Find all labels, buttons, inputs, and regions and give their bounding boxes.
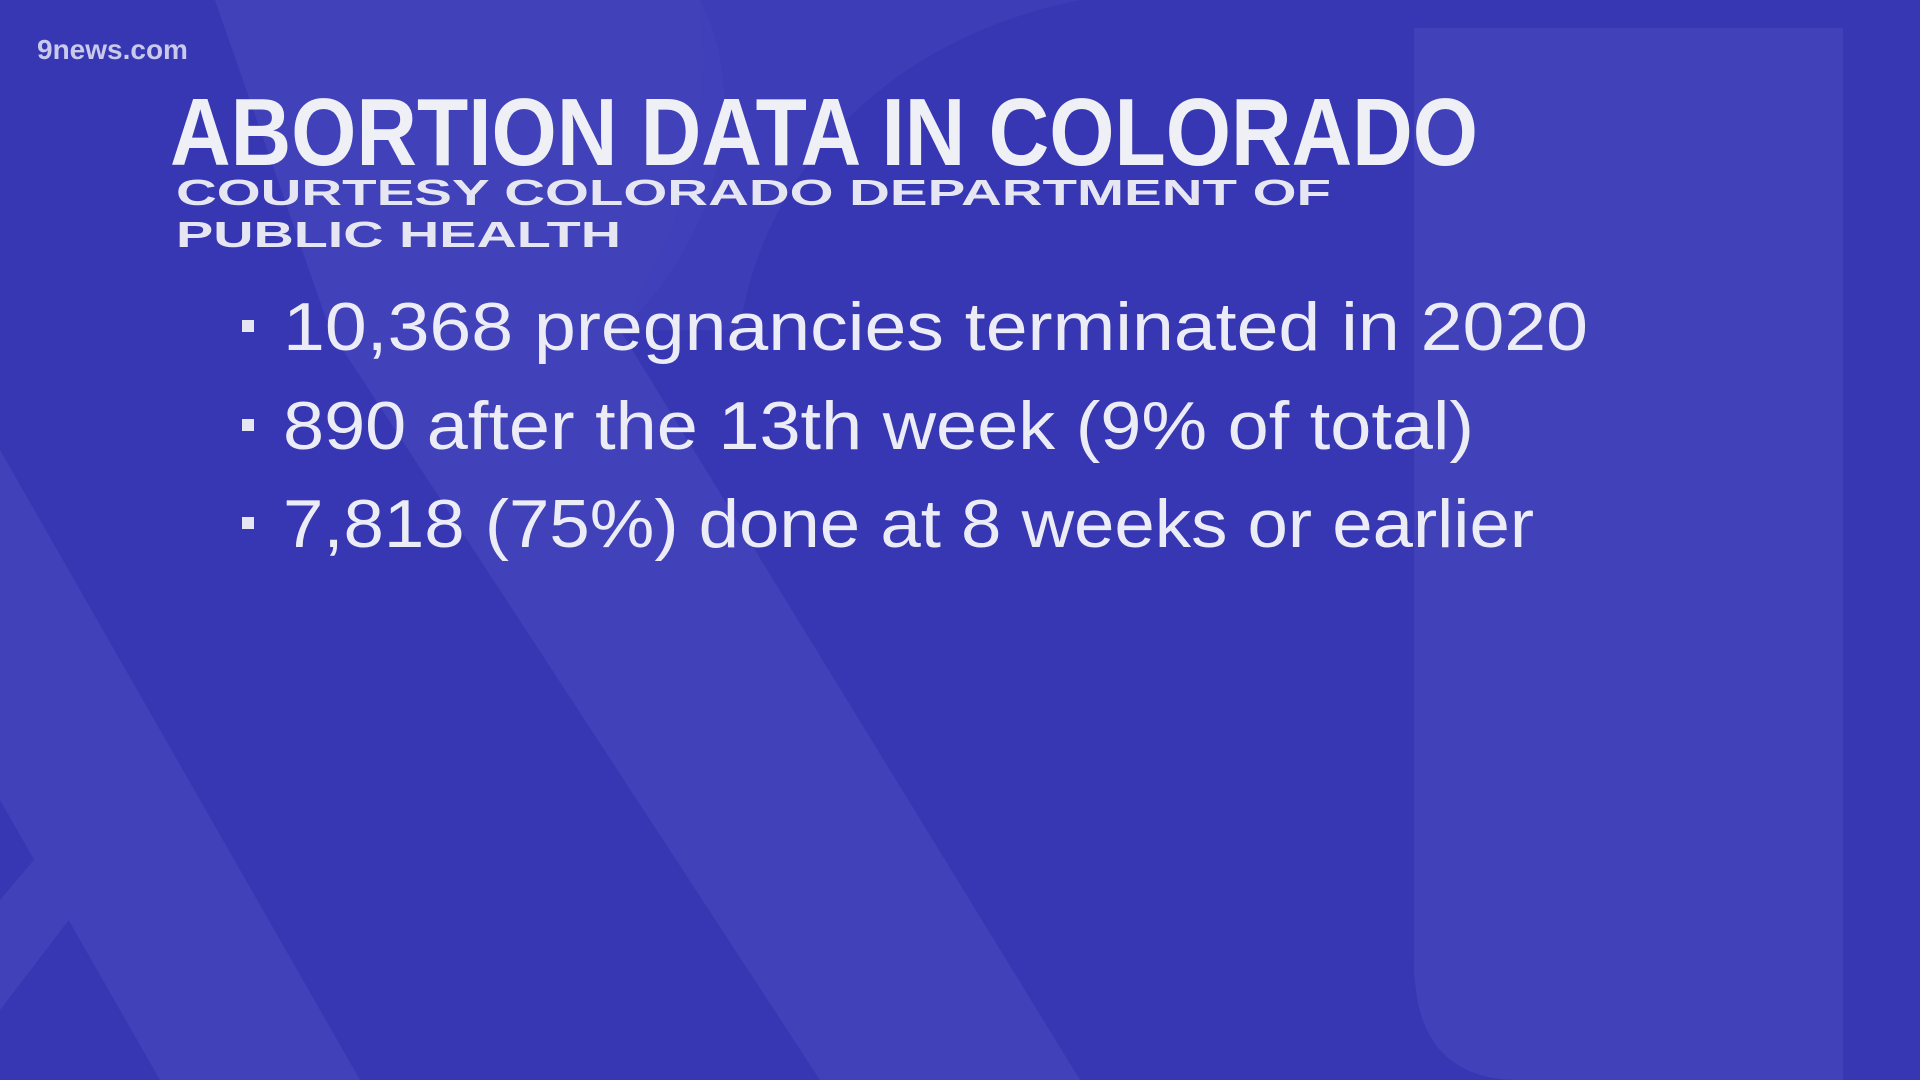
bullet-text: 10,368 pregnancies terminated in 2020 bbox=[283, 289, 1588, 365]
title: ABORTION DATA IN COLORADO bbox=[170, 79, 1478, 186]
subtitle-line: PUBLIC HEALTH bbox=[176, 214, 621, 255]
bullet-marker bbox=[242, 320, 254, 332]
bullet-text: 7,818 (75%) done at 8 weeks or earlier bbox=[283, 486, 1534, 562]
bullet-marker bbox=[242, 517, 254, 529]
brand: 9news.com bbox=[37, 34, 188, 65]
bullet-list: 10,368 pregnancies terminated in 2020 89… bbox=[242, 289, 1588, 562]
decor bbox=[0, 0, 1843, 1080]
subtitle-line: COURTESY COLORADO DEPARTMENT OF bbox=[176, 172, 1331, 213]
bullet-text: 890 after the 13th week (9% of total) bbox=[283, 388, 1474, 464]
bullet-marker bbox=[242, 419, 254, 431]
